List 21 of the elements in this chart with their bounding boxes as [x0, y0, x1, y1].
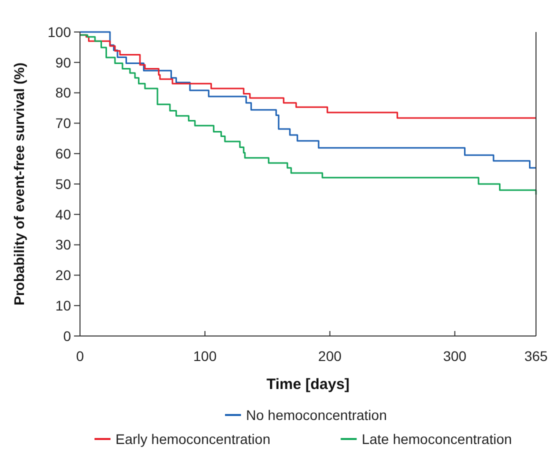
y-tick-label: 100: [48, 24, 72, 40]
legend-label: Early hemoconcentration: [116, 430, 270, 447]
y-tick-label: 50: [55, 176, 72, 192]
x-tick-label: 300: [443, 348, 467, 364]
y-tick-label: 80: [55, 84, 72, 101]
y-tick-label: 40: [55, 206, 72, 222]
legend-label: No hemoconcentration: [246, 406, 387, 423]
y-tick-label: 0: [63, 328, 72, 344]
x-tick-label: 365: [524, 348, 548, 364]
y-tick-label: 30: [55, 236, 72, 253]
y-tick-label: 10: [55, 298, 72, 314]
x-tick-label: 0: [76, 348, 84, 364]
x-axis-title: Time [days]: [266, 376, 350, 393]
y-tick-label: 60: [55, 146, 72, 162]
y-tick-label: 70: [55, 115, 72, 132]
y-axis-title: Probability of event-free survival (%): [11, 62, 27, 306]
x-tick-label: 100: [193, 348, 217, 364]
legend-label: Late hemoconcentration: [362, 430, 512, 447]
x-tick-label: 200: [318, 348, 342, 364]
y-tick-label: 20: [55, 267, 72, 284]
y-tick-label: 90: [55, 54, 72, 70]
